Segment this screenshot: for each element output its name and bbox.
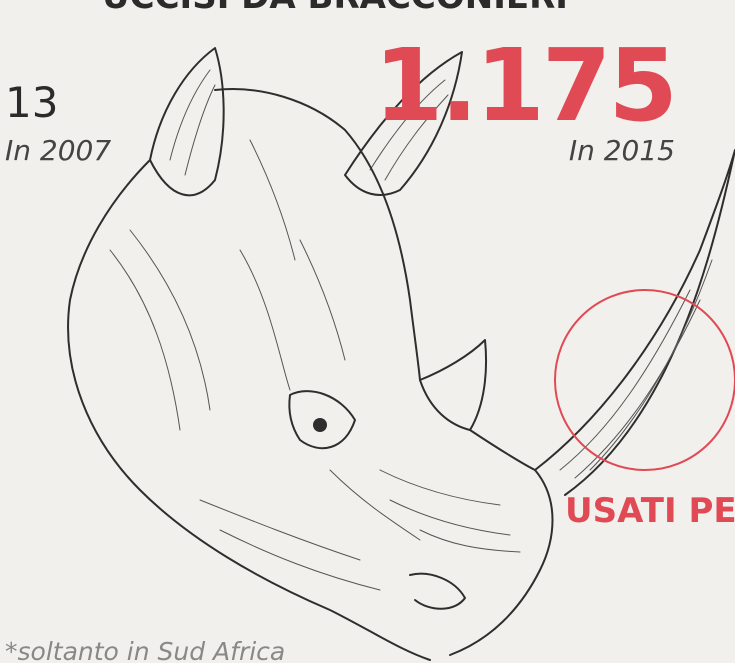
stat-value: 1.175 (374, 27, 675, 144)
footnote: *soltanto in Sud Africa (5, 637, 285, 663)
page: UCCISI DA BRACCONIERI 13 In 2007 1.175 I… (0, 0, 735, 663)
stat-value: 13 (5, 78, 58, 127)
title: UCCISI DA BRACCONIERI (102, 0, 568, 17)
stat-label: In 2007 (5, 134, 111, 167)
infographic: UCCISI DA BRACCONIERI 13 In 2007 1.175 I… (0, 0, 735, 663)
stat-label: In 2015 (569, 134, 675, 167)
pupil (313, 418, 327, 432)
callout: USATI PE (565, 491, 735, 531)
